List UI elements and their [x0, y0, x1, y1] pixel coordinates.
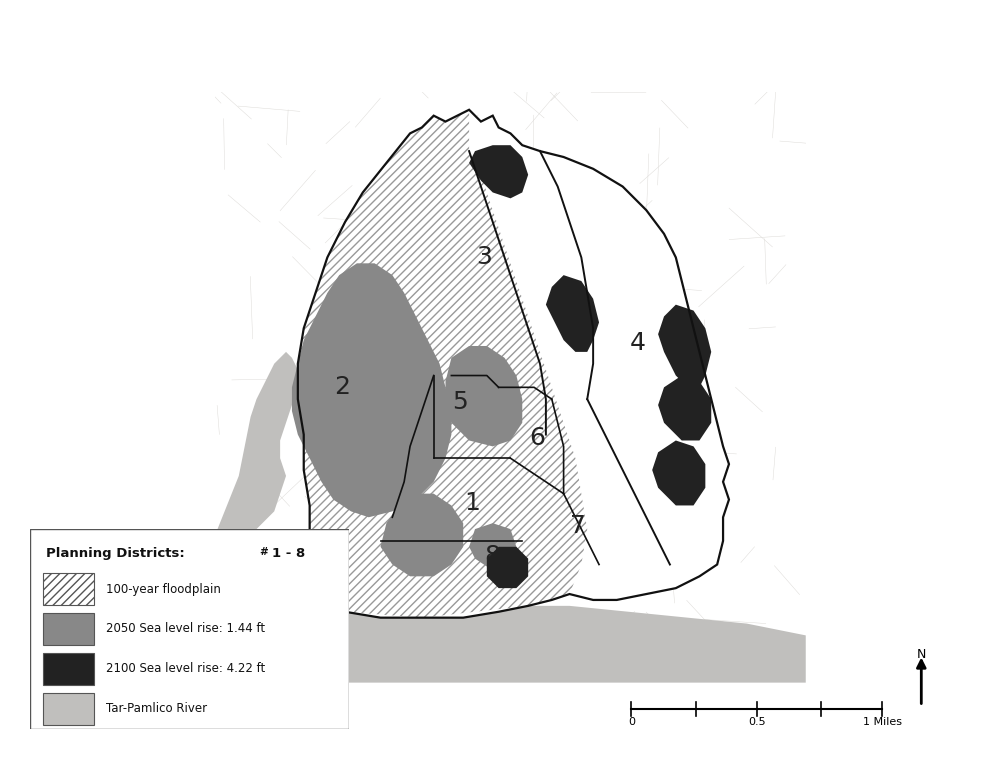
Polygon shape — [298, 110, 588, 617]
Polygon shape — [469, 523, 516, 571]
Text: N: N — [916, 647, 926, 660]
Text: 0: 0 — [627, 717, 635, 727]
Polygon shape — [658, 304, 711, 387]
Text: 1 - 8: 1 - 8 — [272, 547, 306, 560]
Text: 2: 2 — [334, 375, 351, 400]
Text: 100-year floodplain: 100-year floodplain — [107, 583, 221, 595]
Polygon shape — [215, 600, 806, 683]
Text: #: # — [259, 547, 268, 557]
Text: 2100 Sea level rise: 4.22 ft: 2100 Sea level rise: 4.22 ft — [107, 663, 266, 675]
Polygon shape — [380, 494, 463, 576]
Text: 3: 3 — [476, 245, 492, 269]
Bar — [43, 613, 94, 645]
Text: 5: 5 — [452, 390, 468, 414]
Polygon shape — [445, 346, 522, 446]
Polygon shape — [215, 352, 298, 553]
Bar — [43, 573, 94, 605]
Text: 7: 7 — [571, 514, 587, 538]
Polygon shape — [658, 376, 711, 440]
Bar — [43, 653, 94, 685]
Text: 8: 8 — [485, 544, 501, 568]
Text: 0.5: 0.5 — [748, 717, 766, 727]
Polygon shape — [487, 547, 528, 588]
Text: 1 Miles: 1 Miles — [863, 717, 902, 727]
Text: 4: 4 — [629, 331, 645, 355]
Text: 6: 6 — [529, 426, 545, 449]
Text: 1: 1 — [464, 491, 480, 515]
Polygon shape — [298, 110, 729, 617]
Polygon shape — [652, 440, 705, 505]
Polygon shape — [292, 263, 451, 517]
Text: 2050 Sea level rise: 1.44 ft: 2050 Sea level rise: 1.44 ft — [107, 623, 266, 635]
Text: Planning Districts:: Planning Districts: — [46, 547, 189, 560]
Polygon shape — [469, 145, 528, 199]
Text: Tar-Pamlico River: Tar-Pamlico River — [107, 703, 207, 715]
Bar — [43, 693, 94, 725]
Polygon shape — [546, 275, 599, 352]
